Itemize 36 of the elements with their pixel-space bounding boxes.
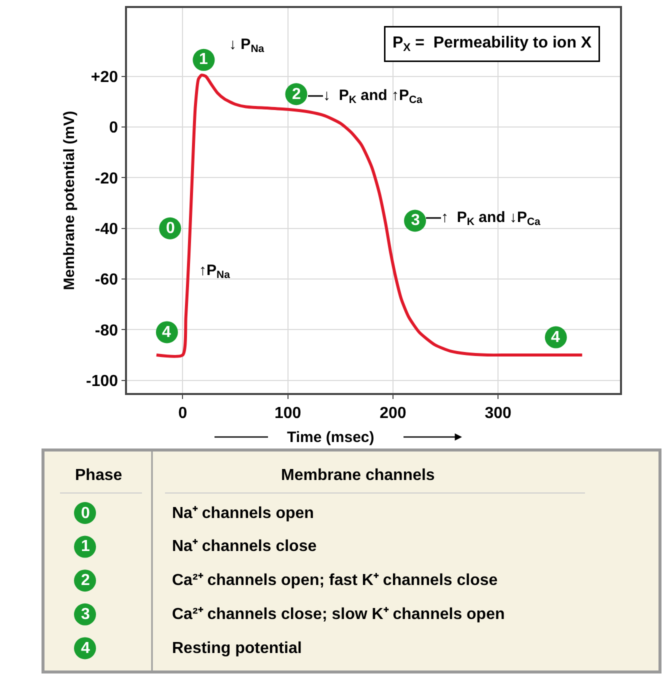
line-series [154,74,584,358]
annotation: ↑P$_{Na}$ [199,262,230,282]
text: Membrane channels [281,467,435,484]
text: Phase [75,467,122,484]
y-axis-title: Membrane potential (mV) [60,110,78,290]
y-tick-label: -100 [86,372,118,390]
annotation: 4 [551,329,560,346]
y-tick-label: -60 [94,272,118,289]
text: Ca²⁺ channels open; fast K⁺ channels close [172,572,498,589]
x-axis-title: Time (msec) [287,429,374,446]
annotation: —↓ P$_{K}$ and ↑P$_{Ca}$ [308,87,423,106]
x-tick-label: 100 [274,404,302,422]
text: 3 [81,606,90,623]
annotation: P$_{X}$ = Permeability to ion X [392,34,592,54]
annotation: 0 [166,220,175,237]
text: Na⁺ channels open [172,505,314,522]
annotation: 1 [199,51,208,68]
y-tick-label: -20 [94,170,118,188]
annotation: 2 [292,86,301,103]
y-tick-label: -40 [94,220,118,238]
x-tick-label: 300 [484,404,512,422]
x-tick-label: 200 [380,404,406,422]
annotation: ↓ P$_{Na}$ [229,36,264,56]
text: Na⁺ channels close [172,538,317,555]
text: Resting potential [172,640,302,657]
annotation: 4 [162,324,171,341]
text: 1 [81,538,90,555]
y-tick-label: +20 [90,68,118,86]
annotation: 3 [411,212,420,229]
text: Ca²⁺ channels close; slow K⁺ channels open [172,606,505,623]
annotation: —↑ P$_{K}$ and ↓P$_{Ca}$ [426,209,541,228]
y-tick-label: 0 [109,120,118,137]
text: 4 [81,640,90,657]
x-tick-label: 0 [178,404,188,422]
text: 2 [81,572,90,589]
y-tick-label: -80 [94,322,118,340]
